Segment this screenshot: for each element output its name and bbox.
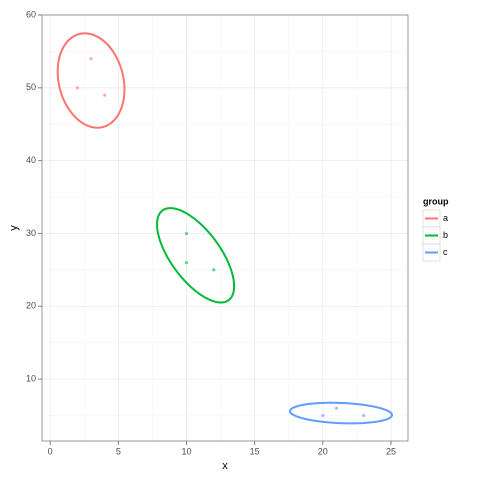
x-tick-label: 10 — [181, 446, 191, 456]
point — [89, 57, 93, 61]
point — [103, 93, 107, 97]
y-axis-label: y — [8, 225, 20, 231]
ellipse — [56, 32, 126, 129]
point — [75, 86, 80, 90]
legend-label: b — [443, 230, 448, 240]
point — [362, 413, 366, 418]
y-tick-label: 60 — [26, 9, 36, 19]
x-tick-label: 5 — [116, 446, 121, 456]
x-axis-label: x — [222, 460, 228, 472]
point — [184, 260, 189, 265]
legend-label: a — [443, 213, 448, 223]
ellipse — [156, 207, 236, 304]
legend-label: c — [443, 247, 448, 257]
point — [334, 406, 339, 410]
panel — [42, 15, 408, 441]
y-tick-label: 50 — [26, 82, 36, 92]
x-tick-label: 0 — [48, 446, 53, 456]
x-tick-label: 15 — [250, 446, 260, 456]
y-tick-label: 10 — [26, 373, 36, 383]
y-tick-label: 20 — [26, 301, 36, 311]
legend-title: group — [423, 196, 449, 206]
point — [184, 231, 189, 236]
y-tick-label: 40 — [26, 155, 36, 165]
x-tick-label: 20 — [318, 446, 328, 456]
x-tick-label: 25 — [386, 446, 396, 456]
panel-border — [41, 14, 409, 442]
point — [212, 268, 216, 272]
point — [321, 413, 325, 418]
y-tick-label: 30 — [26, 228, 36, 238]
ellipse — [288, 401, 394, 425]
